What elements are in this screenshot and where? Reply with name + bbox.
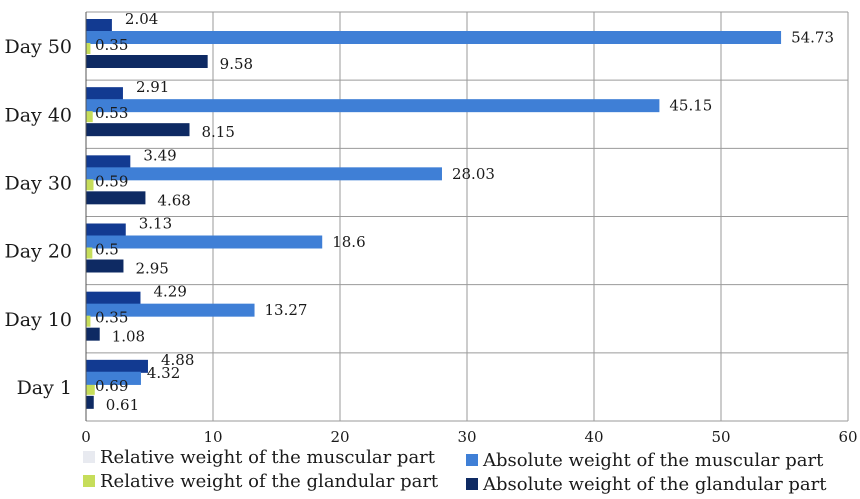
data-label: 13.27	[265, 301, 308, 319]
data-label: 3.13	[139, 215, 172, 233]
bar	[86, 303, 255, 317]
bar	[86, 395, 94, 409]
legend-swatch	[83, 451, 95, 463]
legend-label: Relative weight of the muscular part	[100, 447, 436, 468]
bar	[86, 99, 660, 113]
legend-swatch	[83, 475, 95, 487]
data-label: 0.69	[95, 377, 128, 395]
data-label: 2.91	[136, 78, 169, 96]
x-tick-label: 10	[203, 428, 222, 446]
category-label: Day 50	[4, 36, 72, 58]
category-label: Day 40	[4, 104, 72, 126]
data-label: 2.95	[135, 260, 168, 278]
data-label: 54.73	[791, 29, 834, 47]
bar	[86, 19, 112, 32]
bar	[86, 371, 141, 385]
x-tick-label: 30	[457, 428, 476, 446]
data-labels: 4.32 13.27 18.6 28.03 45.15 54.73 0.69 0.35 0.5 0…	[95, 10, 834, 414]
bar	[86, 235, 323, 249]
bar	[86, 315, 91, 327]
legend-swatch	[466, 478, 478, 490]
bars	[86, 19, 782, 409]
data-label: 45.15	[669, 97, 712, 115]
bar	[86, 111, 93, 123]
data-label: 8.15	[202, 123, 235, 141]
data-label: 0.35	[95, 36, 128, 54]
bar	[86, 31, 782, 44]
bar	[86, 123, 190, 137]
data-label: 0.61	[106, 396, 139, 414]
bar	[86, 87, 123, 101]
category-label: Day 1	[17, 377, 72, 399]
data-label: 4.88	[161, 351, 194, 369]
data-label: 2.04	[125, 10, 158, 28]
data-label: 3.49	[143, 146, 176, 164]
bar	[86, 55, 208, 68]
data-label: 18.6	[332, 233, 365, 251]
x-tick-label: 50	[711, 428, 730, 446]
legend-label: Absolute weight of the muscular part	[482, 450, 824, 471]
data-label: 9.58	[220, 55, 253, 73]
data-label: 0.53	[95, 104, 128, 122]
category-label: Day 30	[4, 172, 72, 194]
bar	[86, 291, 141, 305]
data-label: 0.5	[95, 241, 119, 259]
x-tick-label: 20	[330, 428, 349, 446]
data-label: 1.08	[112, 328, 145, 346]
data-label: 4.32	[147, 364, 180, 382]
bar	[86, 359, 148, 373]
category-label: Day 20	[4, 241, 72, 263]
legend-swatch	[466, 454, 478, 466]
data-label: 4.68	[157, 191, 190, 209]
category-label: Day 10	[4, 309, 72, 331]
legend-label: Relative weight of the glandular part	[100, 471, 439, 492]
grid-lines	[86, 11, 849, 422]
bar	[86, 179, 94, 191]
x-tick-label: 60	[838, 428, 857, 446]
x-tick-label: 0	[81, 428, 91, 446]
bar	[86, 167, 442, 181]
bar	[86, 327, 100, 341]
x-tick-label: 40	[584, 428, 603, 446]
bar	[86, 259, 124, 273]
data-label: 28.03	[452, 165, 495, 183]
data-label: 0.35	[95, 309, 128, 327]
bar	[86, 155, 131, 169]
axes: 0 10 20 30 40 50 60 Day 1 Day 10 Day 20 Day 30 Day …	[4, 12, 858, 446]
legend-label: Absolute weight of the glandular part	[482, 474, 827, 495]
bar	[86, 383, 95, 395]
bar	[86, 247, 93, 259]
bar	[86, 191, 146, 205]
data-label: 0.59	[95, 172, 128, 190]
legend: Relative weight of the muscular part Abso…	[83, 447, 827, 495]
bar	[86, 43, 91, 54]
data-label: 4.29	[153, 283, 186, 301]
bar	[86, 223, 126, 237]
